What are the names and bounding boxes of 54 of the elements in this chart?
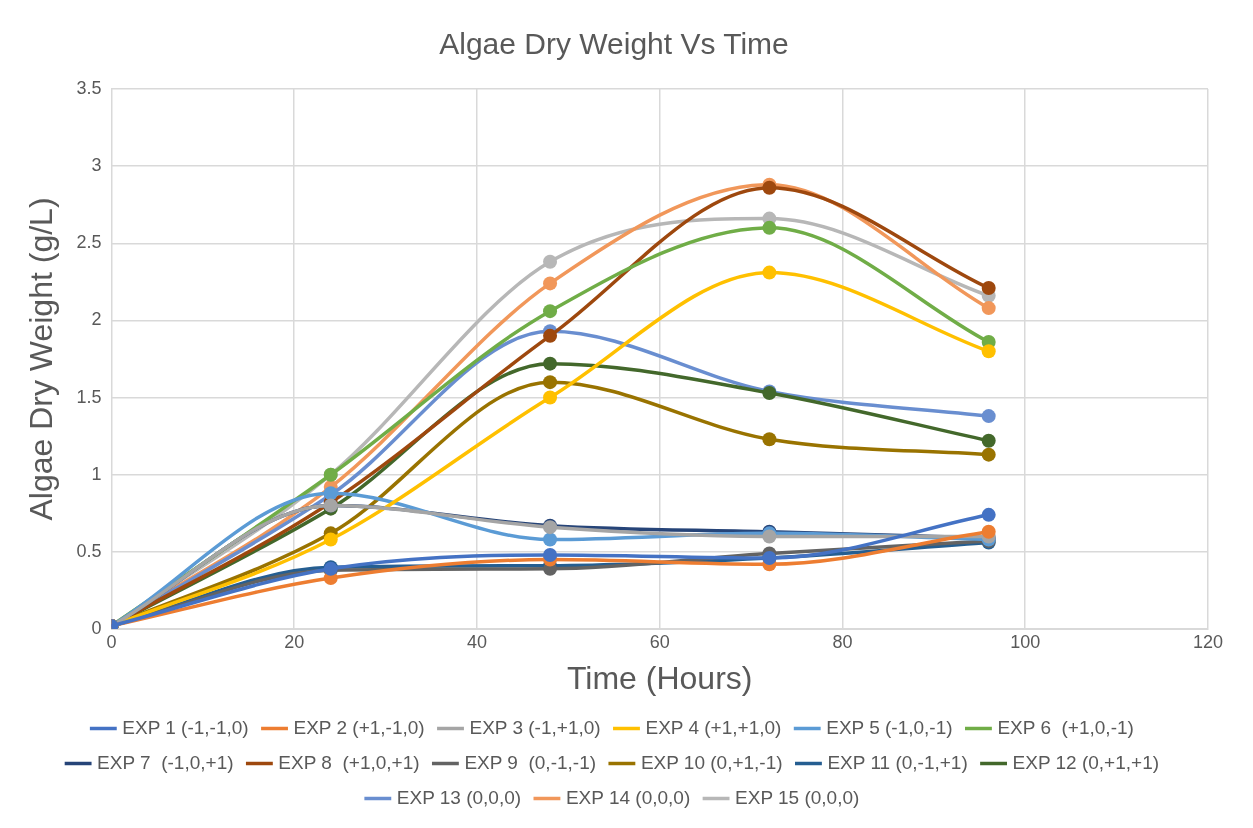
legend-label: EXP 10 (0,+1,-1)	[640, 751, 783, 773]
point	[981, 507, 996, 522]
y-tick-label: 0	[91, 617, 102, 638]
point	[981, 524, 996, 539]
legend-label: EXP 12 (0,+1,+1)	[1012, 751, 1160, 773]
x-tick-label: 0	[106, 631, 117, 652]
legend-label: EXP 15 (0,0,0)	[735, 786, 860, 808]
point	[762, 432, 777, 447]
y-tick-label: 2	[91, 309, 102, 330]
point	[543, 547, 558, 562]
x-tick-label: 120	[1192, 631, 1224, 652]
legend-label: EXP 4 (+1,+1,0)	[645, 716, 782, 738]
point	[981, 344, 996, 359]
legend-label: EXP 9 (0,-1,-1)	[464, 751, 597, 773]
x-axis-title: Time (Hours)	[566, 659, 753, 696]
point	[981, 409, 996, 424]
point	[981, 301, 996, 316]
point	[762, 265, 777, 280]
legend-label: EXP 8 (+1,0,+1)	[278, 751, 420, 773]
point	[981, 281, 996, 296]
y-tick-label: 3.5	[76, 77, 102, 98]
legend-label: EXP 11 (0,-1,+1)	[827, 751, 968, 773]
legend-label: EXP 13 (0,0,0)	[396, 786, 522, 808]
x-tick-label: 100	[1010, 631, 1041, 652]
point	[981, 447, 996, 462]
y-tick-label: 0.5	[76, 540, 102, 561]
point	[543, 532, 558, 547]
y-axis-title: Algae Dry Weight (g/L)	[23, 197, 60, 521]
point	[323, 532, 338, 547]
legend-label: EXP 7 (-1,0,+1)	[97, 751, 234, 773]
x-tick-label: 40	[466, 631, 487, 652]
chart-title: Algae Dry Weight Vs Time	[439, 27, 789, 61]
point	[543, 390, 558, 405]
legend-label: EXP 1 (-1,-1,0)	[122, 716, 249, 738]
point	[543, 375, 558, 390]
point	[981, 433, 996, 448]
point	[543, 356, 558, 371]
legend-label: EXP 3 (-1,+1,0)	[469, 716, 601, 738]
point	[762, 220, 777, 235]
point	[543, 328, 558, 343]
point	[543, 304, 558, 319]
x-tick-label: 80	[832, 631, 853, 652]
y-tick-label: 2.5	[76, 232, 102, 253]
y-tick-label: 3	[91, 155, 102, 176]
x-tick-label: 60	[649, 631, 670, 652]
legend-label: EXP 2 (+1,-1,0)	[293, 716, 425, 738]
legend-label: EXP 6 (+1,0,-1)	[997, 716, 1134, 738]
legend-label: EXP 5 (-1,0,-1)	[826, 716, 953, 738]
y-tick-label: 1	[91, 463, 102, 484]
legend-label: EXP 14 (0,0,0)	[565, 786, 691, 808]
point	[543, 254, 558, 269]
point	[543, 276, 558, 291]
x-tick-label: 20	[284, 631, 305, 652]
y-tick-label: 1.5	[76, 386, 102, 407]
